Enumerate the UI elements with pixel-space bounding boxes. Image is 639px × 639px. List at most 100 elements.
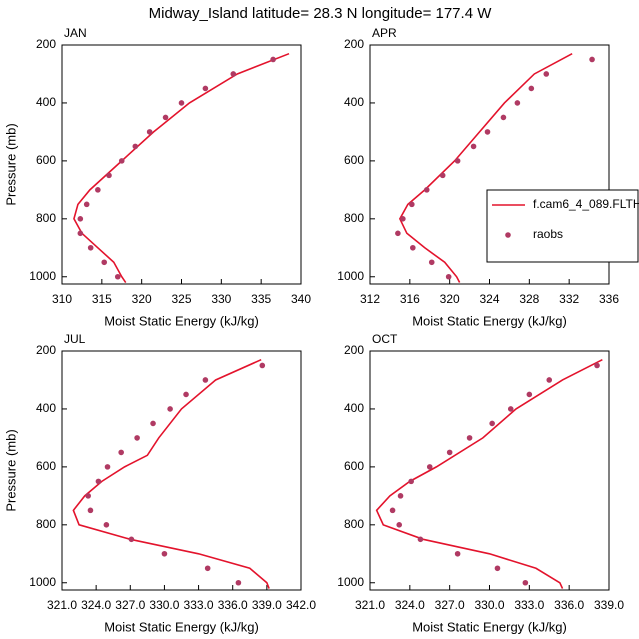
x-tick-label: 324	[479, 292, 499, 306]
obs-point	[114, 273, 121, 280]
y-tick-label: 600	[36, 153, 56, 167]
x-tick-label: 321.0	[355, 598, 385, 612]
obs-point	[85, 493, 91, 499]
x-tick-label: 330.0	[149, 598, 179, 612]
x-tick-label: 327.0	[115, 598, 145, 612]
legend-box	[486, 189, 639, 263]
obs-point	[410, 244, 416, 251]
panel-label: JUL	[64, 332, 86, 346]
panel-label: JAN	[64, 26, 87, 40]
obs-point	[167, 406, 173, 412]
x-tick-label: 320	[440, 292, 460, 306]
obs-point	[500, 114, 507, 121]
model-line	[398, 52, 573, 283]
y-tick-label: 200	[344, 37, 364, 51]
obs-point	[202, 377, 209, 383]
y-axis-label: Pressure (mb)	[3, 123, 18, 205]
x-tick-label: 340	[291, 292, 311, 306]
obs-point	[395, 230, 401, 237]
obs-point	[183, 391, 189, 398]
obs-point	[87, 507, 94, 514]
obs-point	[270, 56, 276, 63]
obs-point	[101, 259, 108, 266]
obs-point	[489, 420, 495, 427]
obs-point	[128, 536, 135, 543]
x-tick-label: 320	[132, 292, 152, 306]
y-tick-label: 200	[36, 343, 56, 357]
obs-point	[546, 377, 553, 383]
obs-point	[454, 550, 461, 557]
obs-point	[204, 565, 211, 572]
obs-point	[494, 565, 501, 572]
legend-label: f.cam6_4_089.FLTH	[533, 197, 639, 211]
obs-point	[95, 478, 102, 485]
y-tick-label: 400	[36, 401, 56, 415]
x-axis-label: Moist Static Energy (kJ/kg)	[104, 619, 259, 634]
y-tick-label: 800	[36, 211, 56, 225]
obs-point	[423, 187, 430, 193]
x-tick-label: 336.0	[218, 598, 248, 612]
panel-label: OCT	[372, 332, 398, 346]
obs-point	[470, 143, 477, 150]
obs-point	[428, 259, 435, 266]
obs-point	[408, 478, 414, 485]
obs-point	[409, 201, 415, 208]
obs-point	[230, 71, 237, 77]
x-tick-label: 342.0	[286, 598, 316, 612]
y-tick-label: 400	[36, 95, 56, 109]
obs-point	[150, 420, 156, 427]
figure-title: Midway_Island latitude= 28.3 N longitude…	[149, 5, 493, 22]
x-axis-label: Moist Static Energy (kJ/kg)	[104, 313, 259, 328]
obs-point	[589, 56, 595, 63]
model-line	[72, 358, 270, 589]
x-tick-label: 339.0	[252, 598, 282, 612]
obs-point	[161, 550, 168, 557]
y-tick-label: 200	[36, 37, 56, 51]
obs-point	[146, 129, 153, 135]
obs-point	[104, 464, 111, 470]
x-tick-label: 330	[211, 292, 231, 306]
obs-point	[134, 435, 140, 441]
obs-point	[439, 172, 446, 179]
y-tick-label: 1000	[29, 269, 56, 283]
obs-point	[543, 71, 550, 77]
obs-point	[396, 522, 403, 528]
x-tick-label: 327.0	[435, 598, 465, 612]
obs-point	[417, 536, 424, 543]
obs-point	[118, 449, 124, 456]
model-line	[73, 52, 290, 284]
legend-label: raobs	[533, 227, 563, 241]
obs-point	[484, 129, 491, 135]
y-tick-label: 400	[344, 401, 364, 415]
obs-point	[77, 230, 84, 237]
y-tick-label: 800	[344, 211, 364, 225]
obs-point	[106, 172, 112, 179]
x-tick-label: 339.0	[594, 598, 624, 612]
obs-point	[202, 85, 209, 92]
obs-point	[235, 579, 242, 586]
x-axis-label: Moist Static Energy (kJ/kg)	[412, 619, 567, 634]
y-tick-label: 400	[344, 95, 364, 109]
obs-point	[594, 362, 600, 369]
obs-point	[454, 158, 461, 164]
x-tick-label: 332	[559, 292, 579, 306]
obs-point	[95, 187, 101, 193]
obs-point	[446, 449, 453, 456]
x-tick-label: 325	[171, 292, 191, 306]
y-tick-label: 1000	[337, 269, 364, 283]
x-tick-label: 324.0	[81, 598, 111, 612]
obs-point	[400, 216, 406, 222]
y-tick-label: 600	[344, 459, 364, 473]
y-tick-label: 200	[344, 343, 364, 357]
x-tick-label: 330.0	[474, 598, 504, 612]
x-tick-label: 312	[360, 292, 380, 306]
x-tick-label: 321.0	[47, 598, 77, 612]
plot-frame	[61, 350, 302, 591]
x-tick-label: 333.0	[514, 598, 544, 612]
obs-point	[389, 507, 396, 514]
y-tick-label: 800	[344, 517, 364, 531]
obs-point	[118, 158, 125, 164]
y-tick-label: 600	[344, 153, 364, 167]
